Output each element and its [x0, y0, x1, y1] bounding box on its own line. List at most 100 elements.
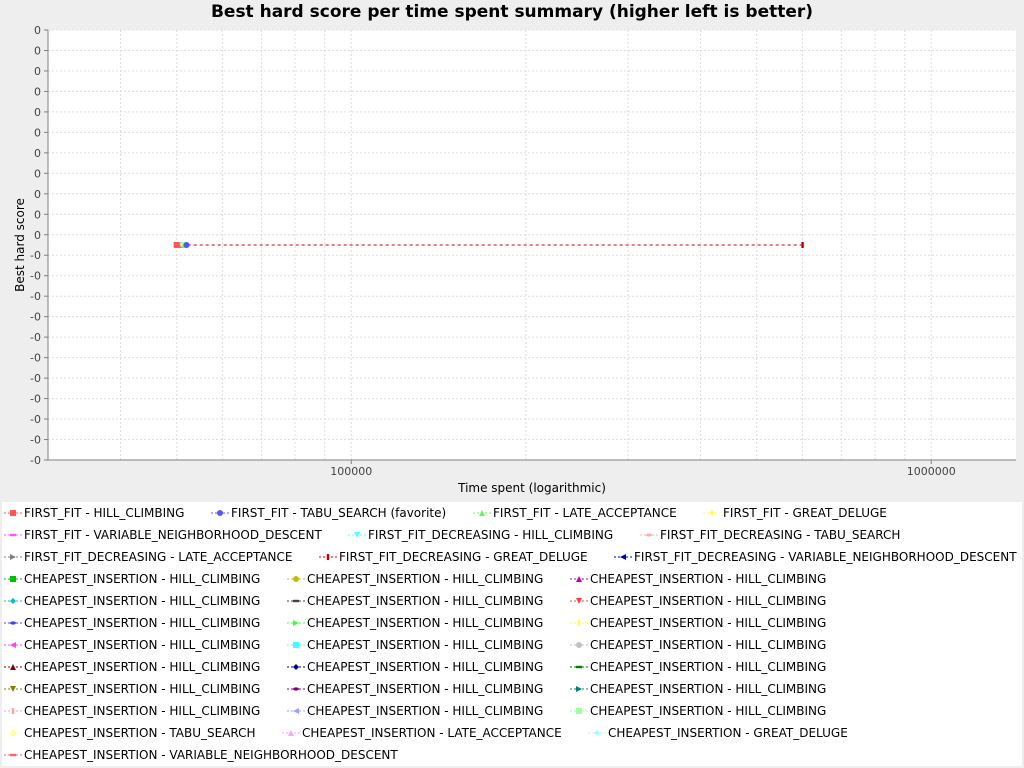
legend-swatch-icon: [319, 554, 337, 560]
legend-marker: [10, 664, 16, 670]
legend-swatch-icon: [4, 730, 22, 736]
legend-swatch-icon: [570, 665, 588, 669]
legend-marker: [709, 510, 715, 516]
legend-swatch-icon: [4, 664, 22, 670]
legend-label: FIRST_FIT - GREAT_DELUGE: [723, 506, 887, 520]
legend-label: CHEAPEST_INSERTION - HILL_CLIMBING: [590, 682, 827, 696]
legend-swatch-icon: [614, 554, 632, 560]
legend-swatch-icon: [4, 510, 22, 516]
legend-marker: [479, 510, 485, 516]
y-tick-label: -0: [30, 413, 41, 426]
legend-swatch-icon: [570, 708, 588, 714]
legend-row: CHEAPEST_INSERTION - VARIABLE_NEIGHBORHO…: [2, 744, 1022, 766]
legend-label: CHEAPEST_INSERTION - TABU_SEARCH: [24, 726, 256, 740]
legend-swatch-icon: [287, 599, 305, 603]
legend-row: FIRST_FIT - HILL_CLIMBING FIRST_FIT - TAB…: [2, 502, 1022, 524]
legend-label: CHEAPEST_INSERTION - HILL_CLIMBING: [24, 594, 261, 608]
legend-swatch-icon: [473, 510, 491, 516]
legend-row: FIRST_FIT_DECREASING - LATE_ACCEPTANCE FI…: [2, 546, 1022, 568]
legend-label: CHEAPEST_INSERTION - LATE_ACCEPTANCE: [302, 726, 562, 740]
x-tick-label: 100000: [330, 465, 372, 478]
legend-swatch-icon: [570, 620, 588, 626]
legend-label: CHEAPEST_INSERTION - HILL_CLIMBING: [590, 704, 827, 718]
y-tick-label: 0: [34, 147, 41, 160]
y-tick-label: 0: [34, 167, 41, 180]
legend-marker: [10, 554, 16, 560]
legend-label: FIRST_FIT_DECREASING - VARIABLE_NEIGHBOR…: [634, 550, 1017, 564]
legend-label: CHEAPEST_INSERTION - HILL_CLIMBING: [24, 616, 261, 630]
y-tick-label: -0: [30, 352, 41, 365]
legend-label: CHEAPEST_INSERTION - HILL_CLIMBING: [590, 638, 827, 652]
legend-marker: [293, 576, 299, 582]
y-tick-label: 0: [34, 126, 41, 139]
data-point: [183, 242, 190, 248]
y-tick-label: 0: [34, 24, 41, 37]
y-tick-label: 0: [34, 208, 41, 221]
data-point: [801, 242, 804, 248]
legend-label: CHEAPEST_INSERTION - HILL_CLIMBING: [307, 682, 544, 696]
legend-marker: [10, 533, 16, 537]
legend-marker: [576, 576, 582, 582]
legend: FIRST_FIT - HILL_CLIMBING FIRST_FIT - TAB…: [2, 502, 1022, 766]
legend-label: CHEAPEST_INSERTION - GREAT_DELUGE: [608, 726, 848, 740]
legend-label: CHEAPEST_INSERTION - HILL_CLIMBING: [307, 638, 544, 652]
legend-marker: [293, 664, 299, 670]
legend-label: CHEAPEST_INSERTION - HILL_CLIMBING: [24, 704, 261, 718]
legend-swatch-icon: [570, 598, 588, 604]
series-layer: [173, 242, 804, 248]
legend-marker: [293, 708, 299, 714]
legend-swatch-icon: [570, 576, 588, 582]
legend-label: CHEAPEST_INSERTION - HILL_CLIMBING: [307, 572, 544, 586]
legend-marker: [594, 730, 600, 736]
legend-marker: [576, 708, 582, 714]
legend-marker: [576, 686, 582, 692]
legend-marker: [10, 686, 16, 692]
legend-label: CHEAPEST_INSERTION - HILL_CLIMBING: [307, 704, 544, 718]
legend-marker: [288, 730, 294, 736]
legend-marker: [576, 642, 582, 648]
legend-swatch-icon: [588, 730, 606, 736]
y-tick-label: -0: [30, 454, 41, 467]
legend-row: CHEAPEST_INSERTION - HILL_CLIMBING CHEAPE…: [2, 700, 1022, 722]
legend-row: CHEAPEST_INSERTION - HILL_CLIMBING CHEAPE…: [2, 656, 1022, 678]
legend-swatch-icon: [4, 533, 22, 537]
legend-marker: [10, 510, 16, 516]
legend-marker: [646, 533, 652, 537]
legend-swatch-icon: [287, 664, 305, 670]
chart-plot: 0 0 0 0 0 0 0 0 0 0 0 -0 -0 -0 -0 -0 -0 -0 -0 -0 -0 -0 100000 1…: [13, 24, 1016, 495]
y-tick-label: 0: [34, 188, 41, 201]
y-tick-label: 0: [34, 85, 41, 98]
legend-marker: [217, 510, 223, 516]
legend-swatch-icon: [4, 708, 22, 714]
legend-label: FIRST_FIT_DECREASING - LATE_ACCEPTANCE: [24, 550, 293, 564]
y-tick-label: 0: [34, 44, 41, 57]
legend-swatch-icon: [570, 642, 588, 648]
legend-swatch-icon: [4, 753, 22, 757]
legend-marker: [10, 730, 16, 736]
y-tick-label: -0: [30, 270, 41, 283]
legend-label: CHEAPEST_INSERTION - HILL_CLIMBING: [307, 660, 544, 674]
y-tick-label: -0: [30, 290, 41, 303]
legend-marker: [293, 620, 299, 626]
y-axis-label: Best hard score: [13, 198, 27, 292]
legend-marker: [11, 708, 15, 714]
legend-label: FIRST_FIT - TABU_SEARCH (favorite): [231, 506, 447, 520]
y-tick-label: -0: [30, 249, 41, 262]
legend-swatch-icon: [570, 686, 588, 692]
legend-swatch-icon: [287, 687, 305, 691]
legend-label: CHEAPEST_INSERTION - HILL_CLIMBING: [24, 638, 261, 652]
y-tick-label: -0: [30, 393, 41, 406]
legend-label: CHEAPEST_INSERTION - HILL_CLIMBING: [24, 660, 261, 674]
legend-swatch-icon: [348, 532, 366, 538]
legend-row: CHEAPEST_INSERTION - HILL_CLIMBING CHEAPE…: [2, 568, 1022, 590]
axes: 0 0 0 0 0 0 0 0 0 0 0 -0 -0 -0 -0 -0 -0 -0 -0 -0 -0 -0 100000 1…: [30, 24, 1016, 478]
legend-label: CHEAPEST_INSERTION - HILL_CLIMBING: [307, 616, 544, 630]
legend-swatch-icon: [287, 708, 305, 714]
legend-marker: [576, 598, 582, 604]
y-tick-label: 0: [34, 65, 41, 78]
legend-marker: [620, 554, 626, 560]
legend-row: CHEAPEST_INSERTION - HILL_CLIMBING CHEAPE…: [2, 590, 1022, 612]
legend-row: CHEAPEST_INSERTION - HILL_CLIMBING CHEAPE…: [2, 612, 1022, 634]
legend-label: CHEAPEST_INSERTION - HILL_CLIMBING: [590, 594, 827, 608]
legend-label: CHEAPEST_INSERTION - HILL_CLIMBING: [24, 682, 261, 696]
